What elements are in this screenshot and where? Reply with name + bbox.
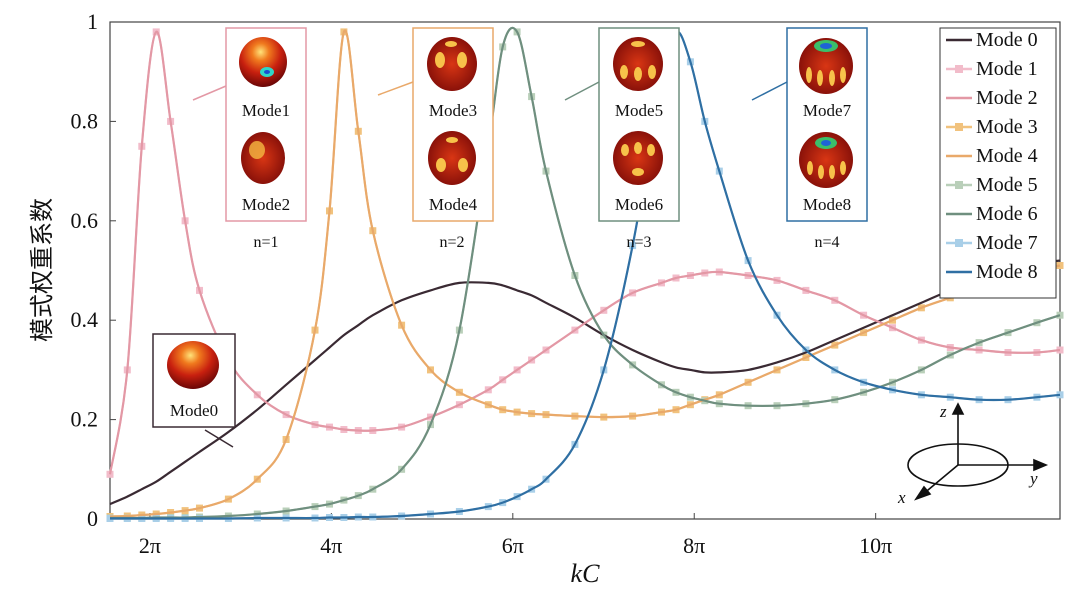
- mode8-sphere-image: [799, 132, 853, 188]
- legend-label: Mode 6: [976, 203, 1038, 225]
- leader-line-n3: [564, 81, 600, 101]
- series-mode-0: [109, 259, 1061, 506]
- mode0-inset-label: Mode0: [170, 401, 218, 420]
- plot-frame: [109, 21, 1061, 520]
- legend-item-mode-1: Mode 1: [946, 58, 1038, 80]
- legend-label: Mode 8: [976, 261, 1038, 283]
- series-mode-4: [109, 29, 1061, 518]
- y-axis: 0 0.2 0.4 0.6 0.8 1: [71, 9, 116, 531]
- mode5-inset-label: Mode5: [615, 101, 663, 120]
- y-tick-label: 0.4: [71, 307, 99, 332]
- series-layer: [106, 26, 1064, 522]
- legend-label: Mode 0: [976, 29, 1038, 51]
- group-label-n3: n=3: [626, 234, 651, 251]
- mode1-inset-label: Mode1: [242, 101, 290, 120]
- x-axis-label: kC: [571, 559, 601, 588]
- series-line-mode-8: [109, 30, 1061, 520]
- legend-item-mode-8: Mode 8: [946, 261, 1038, 283]
- legend-item-mode-6: Mode 6: [946, 203, 1038, 225]
- legend-item-mode-7: Mode 7: [946, 232, 1038, 254]
- legend-items: Mode 0 Mode 1 Mode 2 Mode 3 Mode 4 Mode 5 Mode…: [946, 29, 1038, 283]
- mode7-sphere-image: [799, 38, 853, 94]
- inset-n1: Mode1 Mode2 n=1: [225, 27, 307, 251]
- x-tick-label: 6π: [502, 533, 524, 558]
- mode2-inset-label: Mode2: [242, 195, 290, 214]
- legend-marker: [955, 123, 963, 131]
- legend-item-mode-5: Mode 5: [946, 174, 1038, 196]
- group-label-n1: n=1: [253, 234, 278, 251]
- legend-label: Mode 5: [976, 174, 1038, 196]
- series-line-mode-0: [109, 259, 1061, 506]
- legend-marker: [955, 239, 963, 247]
- y-tick-label: 0: [87, 506, 98, 531]
- x-axis-arrowhead: [913, 485, 932, 501]
- mode2-sphere-image: [241, 132, 285, 184]
- mode3-sphere-image: [427, 37, 477, 91]
- legend: Mode 0 Mode 1 Mode 2 Mode 3 Mode 4 Mode 5 Mode…: [939, 27, 1057, 299]
- inset-n4: Mode7 Mode8 n=4: [786, 27, 868, 251]
- series-mode-6: [110, 26, 1061, 520]
- mode8-inset-label: Mode8: [803, 195, 851, 214]
- y-tick-label: 0.8: [71, 108, 99, 133]
- z-axis-letter: z: [939, 402, 947, 421]
- series-line-mode-4: [109, 29, 1061, 518]
- group-label-n4: n=4: [814, 234, 839, 251]
- legend-label: Mode 3: [976, 116, 1038, 138]
- legend-label: Mode 2: [976, 87, 1038, 109]
- legend-item-mode-3: Mode 3: [946, 116, 1038, 138]
- inset-mode0: Mode0: [152, 333, 236, 428]
- mode1-sphere-image: [239, 37, 287, 87]
- leader-line-n2: [377, 81, 414, 96]
- legend-label: Mode 7: [976, 232, 1038, 254]
- y-tick-label: 0.6: [71, 208, 99, 233]
- y-axis-arrowhead: [1033, 458, 1049, 472]
- mode6-inset-label: Mode6: [615, 195, 663, 214]
- legend-item-mode-4: Mode 4: [946, 145, 1038, 167]
- y-axis-label: 模式权重系数: [28, 198, 56, 342]
- mode5-sphere-image: [613, 37, 663, 91]
- mode7-inset-label: Mode7: [803, 101, 852, 120]
- mode4-sphere-image: [428, 131, 476, 185]
- inset-n2: Mode3 Mode4 n=2: [412, 27, 494, 251]
- mode6-sphere-image: [613, 131, 663, 185]
- legend-marker: [955, 65, 963, 73]
- y-tick-label: 1: [87, 9, 98, 34]
- mode0-sphere-image: [167, 341, 219, 389]
- coordinate-axes-diagram: [907, 402, 1049, 501]
- x-axis-letter: x: [897, 488, 906, 507]
- legend-item-mode-0: Mode 0: [946, 29, 1038, 51]
- inset-n3: Mode5 Mode6 n=3: [598, 27, 680, 251]
- y-tick-label: 0.2: [71, 407, 99, 432]
- series-mode-2: [108, 30, 1061, 475]
- leader-line-mode0: [204, 429, 234, 448]
- x-tick-label: 8π: [683, 533, 705, 558]
- legend-label: Mode 4: [976, 145, 1038, 167]
- x-tick-label: 10π: [859, 533, 892, 558]
- leader-line-n1: [192, 85, 227, 101]
- series-line-mode-2: [108, 30, 1061, 475]
- legend-marker: [955, 181, 963, 189]
- z-axis-arrowhead: [951, 402, 965, 415]
- x-tick-label: 4π: [320, 533, 342, 558]
- leader-line-n4: [751, 81, 788, 101]
- legend-label: Mode 1: [976, 58, 1038, 80]
- group-label-n2: n=2: [439, 234, 464, 251]
- series-line-mode-6: [110, 26, 1061, 520]
- mode3-inset-label: Mode3: [429, 101, 477, 120]
- series-mode-8: [109, 30, 1061, 520]
- x-tick-label: 2π: [139, 533, 161, 558]
- mode4-inset-label: Mode4: [429, 195, 478, 214]
- legend-item-mode-2: Mode 2: [946, 87, 1038, 109]
- y-axis-letter: y: [1028, 469, 1038, 488]
- x-axis-arrow: [921, 464, 959, 496]
- x-axis: 2π 4π 6π 8π 10π: [139, 513, 892, 558]
- leader-lines: [192, 81, 788, 448]
